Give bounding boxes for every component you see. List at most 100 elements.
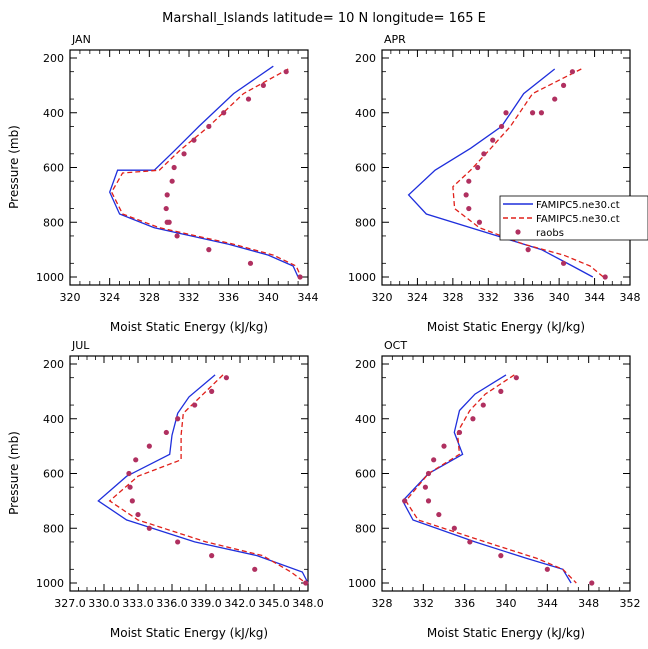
obs-point: [470, 416, 476, 422]
obs-point: [498, 388, 504, 394]
obs-point: [221, 110, 227, 116]
obs-point: [560, 260, 567, 266]
obs-point: [602, 274, 608, 280]
obs-point: [252, 566, 258, 572]
obs-point: [247, 260, 254, 266]
x-tick-label: 336: [513, 291, 534, 304]
obs-point: [463, 192, 469, 198]
obs-point: [192, 402, 198, 408]
panel-title: APR: [384, 33, 406, 46]
y-tick-label: 800: [355, 216, 376, 229]
model-line-dashed: [404, 374, 577, 584]
legend-marker: [515, 229, 521, 235]
obs-point: [425, 498, 432, 504]
x-tick-label: 324: [407, 291, 428, 304]
marks: [407, 68, 608, 280]
obs-point: [476, 219, 483, 225]
x-tick-label: 332: [413, 597, 434, 610]
obs-point: [466, 178, 472, 184]
panel-title: JUL: [71, 339, 90, 352]
x-tick-label: 342.0: [224, 597, 256, 610]
obs-point: [166, 219, 172, 225]
x-tick-label: 348: [578, 597, 599, 610]
y-tick-label: 600: [355, 162, 376, 175]
y-tick-label: 200: [43, 52, 64, 65]
y-tick-label: 1000: [36, 271, 64, 284]
x-tick-label: 328: [139, 291, 160, 304]
obs-point: [441, 443, 447, 449]
legend-label: FAMIPC5.ne30.ct: [536, 200, 620, 211]
obs-point: [490, 137, 496, 143]
y-tick-label: 600: [43, 162, 64, 175]
x-tick-label: 320: [60, 291, 81, 304]
obs-point: [431, 457, 437, 463]
obs-point: [525, 247, 531, 253]
panel-jan: JAN Moist Static Energy (kJ/kg) Pressure…: [7, 33, 319, 334]
x-tick-label: 327.0: [54, 597, 86, 610]
panel-title: OCT: [384, 339, 407, 352]
obs-point: [560, 82, 567, 88]
x-tick-label: 320: [372, 291, 393, 304]
y-tick-label: 1000: [348, 271, 376, 284]
y-tick-label: 400: [355, 107, 376, 120]
axes-frame: [381, 355, 631, 592]
obs-point: [552, 96, 558, 102]
x-tick-label: 340: [496, 597, 517, 610]
x-tick-label: 344: [298, 291, 319, 304]
obs-point: [191, 137, 197, 143]
x-tick-label: 344: [584, 291, 605, 304]
obs-point: [422, 484, 428, 490]
obs-point: [164, 192, 170, 198]
x-axis-label: Moist Static Energy (kJ/kg): [427, 320, 585, 334]
obs-point: [467, 539, 473, 545]
x-tick-label: 340: [258, 291, 279, 304]
obs-point: [175, 539, 181, 545]
y-tick-label: 200: [355, 358, 376, 371]
obs-point: [303, 580, 309, 586]
obs-point: [589, 580, 595, 586]
obs-point: [456, 429, 463, 436]
obs-point: [402, 498, 408, 504]
marks: [108, 65, 303, 280]
figure-title: Marshall_Islands latitude= 10 N longitud…: [162, 11, 486, 26]
legend-label: FAMIPC5.ne30.ct: [536, 214, 620, 225]
obs-point: [283, 69, 289, 75]
y-tick-label: 400: [43, 413, 64, 426]
obs-point: [466, 205, 472, 212]
model-line-solid: [401, 374, 572, 584]
obs-point: [146, 443, 152, 449]
obs-point: [297, 274, 303, 280]
model-line-solid: [407, 68, 594, 278]
x-tick-label: 333.0: [122, 597, 154, 610]
model-line-solid: [108, 65, 299, 278]
obs-point: [175, 416, 181, 422]
obs-point: [171, 164, 177, 171]
y-tick-label: 600: [43, 468, 64, 481]
legend-label: raobs: [536, 228, 564, 239]
obs-point: [513, 375, 519, 381]
x-tick-label: 344: [537, 597, 558, 610]
x-tick-label: 332: [478, 291, 499, 304]
y-tick-label: 800: [43, 522, 64, 535]
x-tick-label: 336: [218, 291, 239, 304]
y-tick-label: 800: [43, 216, 64, 229]
y-tick-label: 400: [355, 413, 376, 426]
obs-point: [245, 96, 252, 102]
x-tick-label: 336: [454, 597, 475, 610]
ticks: 328 332 336 340 344 348 352 200 400 600 800 1000: [348, 356, 641, 610]
x-tick-label: 328: [442, 291, 463, 304]
obs-point: [480, 402, 486, 408]
panel-apr: APR Moist Static Energy (kJ/kg) 320 324 32…: [348, 33, 641, 334]
y-axis-label: Pressure (mb): [7, 125, 21, 209]
obs-point: [133, 457, 139, 463]
obs-point: [129, 498, 135, 504]
x-axis-label: Moist Static Energy (kJ/kg): [110, 320, 268, 334]
obs-point: [498, 553, 504, 559]
panel-oct: OCT Moist Static Energy (kJ/kg) 328 332 33…: [348, 339, 641, 640]
x-axis-label: Moist Static Energy (kJ/kg): [110, 626, 268, 640]
ticks: 320 324 328 332 336 340 344 200 400 600 800 1000: [36, 50, 319, 304]
model-line-dashed: [108, 374, 307, 584]
obs-point: [209, 553, 215, 559]
ticks: 327.0 330.0 333.0 336.0 339.0 342.0 345.0 348.0…: [36, 356, 324, 610]
axes-frame: [69, 49, 309, 286]
